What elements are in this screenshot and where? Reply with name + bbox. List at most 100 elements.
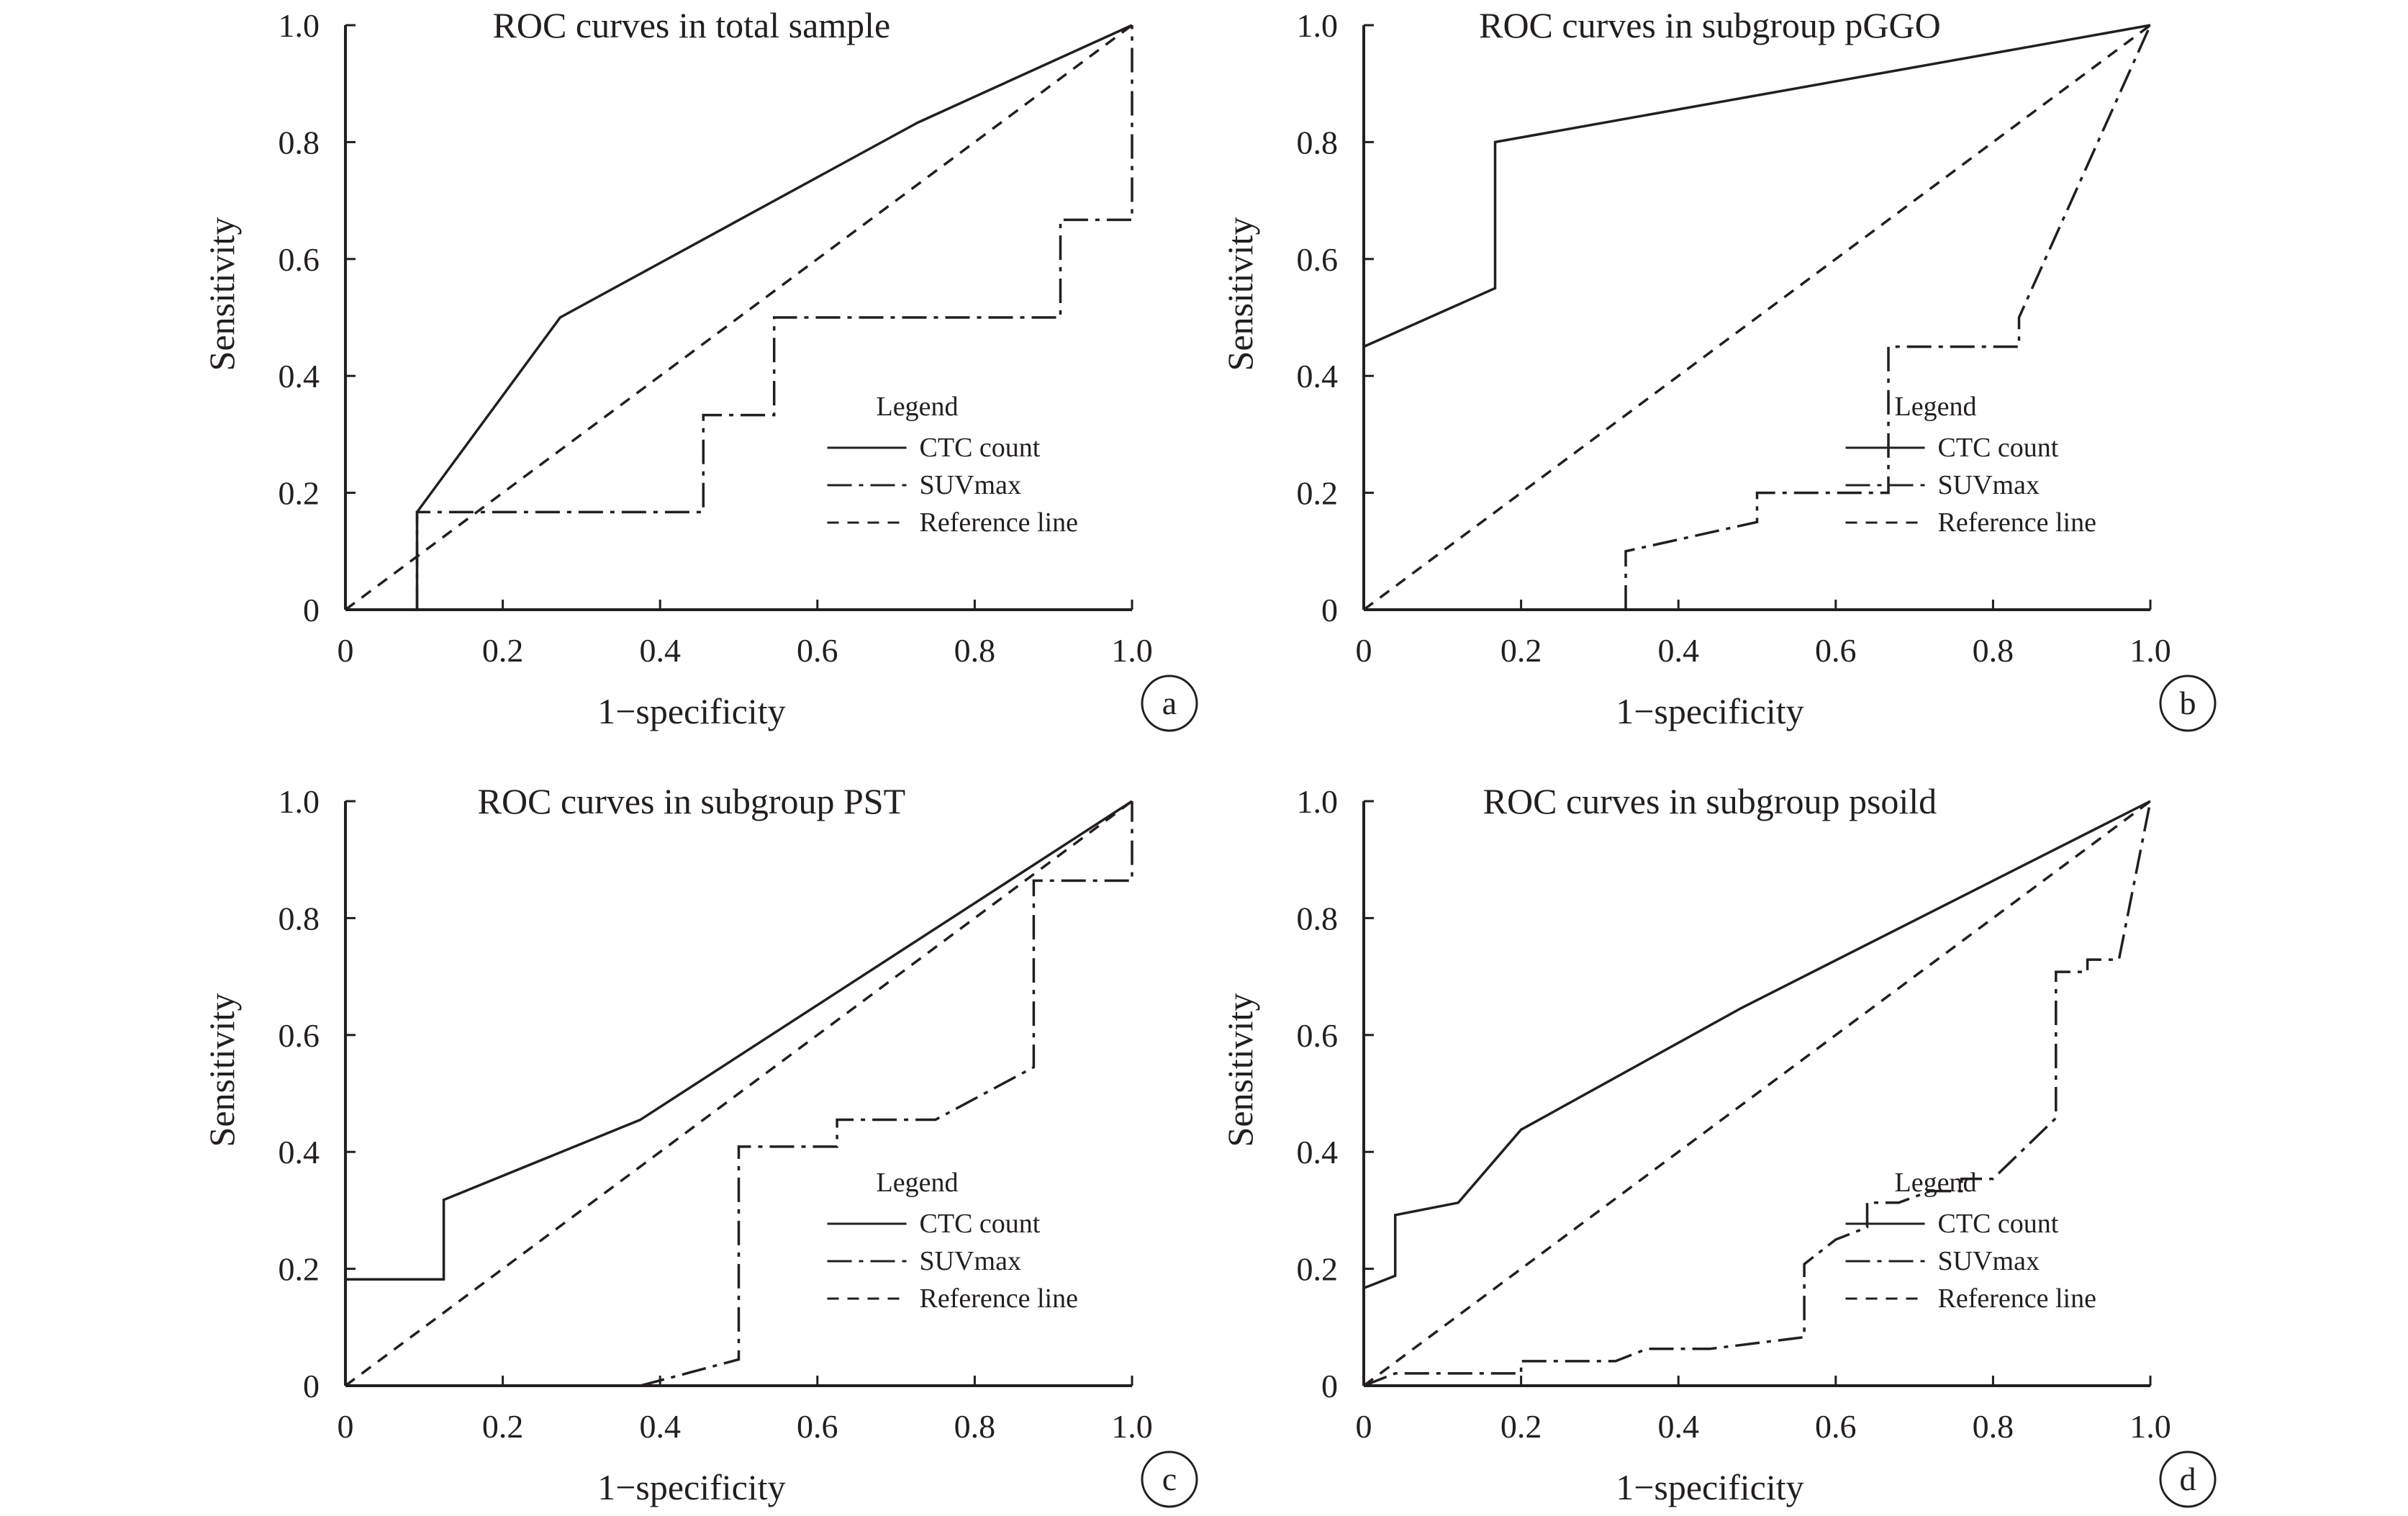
legend-label: Reference line bbox=[920, 507, 1078, 538]
x-axis-title: 1−specificity bbox=[597, 691, 785, 731]
y-tick-label: 0.4 bbox=[279, 1134, 320, 1170]
series-line-reference-line bbox=[1362, 800, 2152, 1387]
x-tick-label: 0.2 bbox=[482, 632, 524, 669]
panel-label: d bbox=[2180, 1461, 2196, 1497]
y-axis-title: Sensitivity bbox=[202, 217, 242, 371]
series-line-reference-line bbox=[344, 800, 1133, 1387]
panel-label-circle bbox=[1141, 674, 1198, 732]
x-tick-label: 0.2 bbox=[1501, 632, 1542, 669]
x-tick-label: 0.4 bbox=[1657, 632, 1699, 669]
x-tick-label: 1.0 bbox=[1111, 1408, 1153, 1445]
x-tick-label: 0.8 bbox=[954, 632, 996, 669]
y-tick-label: 0 bbox=[1321, 1368, 1338, 1404]
series-line-ctc-count bbox=[345, 800, 1133, 1281]
x-tick-label: 0 bbox=[1356, 632, 1372, 669]
legend-label: SUVmax bbox=[920, 470, 1021, 500]
y-tick-label: 0.8 bbox=[279, 124, 320, 161]
x-tick-label: 0 bbox=[338, 1408, 354, 1445]
roc-panel-a: 0 0.2 0.4 0.6 0.8 1.0 0 0.2 0.4 0.6 0.8 1.0 ROC curv… bbox=[202, 5, 1198, 732]
y-tick-label: 0.6 bbox=[279, 241, 320, 278]
x-tick-label: 0.4 bbox=[1657, 1408, 1699, 1445]
legend-label: CTC count bbox=[1938, 433, 2059, 463]
series-line-ctc-count bbox=[1363, 800, 2151, 1290]
x-tick-label: 0.6 bbox=[797, 632, 838, 669]
y-tick-label: 0.6 bbox=[1297, 241, 1339, 278]
roc-panel-d: 0 0.2 0.4 0.6 0.8 1.0 0 0.2 0.4 0.6 0.8 1.0 ROC curv… bbox=[1220, 781, 2217, 1508]
y-tick-label: 0.2 bbox=[279, 475, 320, 512]
y-tick-label: 0.6 bbox=[1297, 1017, 1339, 1054]
legend-title: Legend bbox=[1895, 392, 1977, 422]
y-tick-label: 0.8 bbox=[1297, 124, 1339, 161]
roc-panel-b: 0 0.2 0.4 0.6 0.8 1.0 0 0.2 0.4 0.6 0.8 1.0 ROC curv… bbox=[1220, 5, 2217, 732]
legend-label: SUVmax bbox=[920, 1246, 1021, 1276]
series-line-ctc-count bbox=[1363, 24, 2151, 348]
y-axis-title: Sensitivity bbox=[1220, 993, 1260, 1147]
series-line-suvmax bbox=[640, 801, 1133, 1387]
x-tick-label: 0 bbox=[338, 632, 354, 669]
legend: Legend CTC count SUVmax Reference line bbox=[827, 1168, 1078, 1314]
x-tick-label: 0.2 bbox=[482, 1408, 524, 1445]
y-tick-label: 0.4 bbox=[1297, 1134, 1339, 1170]
y-tick-label: 1.0 bbox=[1297, 7, 1339, 44]
chart-title: ROC curves in subgroup PST bbox=[478, 781, 905, 821]
y-tick-label: 0.4 bbox=[1297, 358, 1339, 394]
legend: Legend CTC count SUVmax Reference line bbox=[1845, 392, 2096, 538]
legend-label: SUVmax bbox=[1938, 470, 2040, 500]
legend-title: Legend bbox=[877, 392, 959, 422]
legend-label: SUVmax bbox=[1938, 1246, 2040, 1276]
legend: Legend CTC count SUVmax Reference line bbox=[827, 392, 1078, 538]
y-tick-label: 0.2 bbox=[279, 1251, 320, 1288]
x-tick-label: 0.4 bbox=[639, 1408, 681, 1445]
legend-label: Reference line bbox=[1938, 507, 2096, 538]
legend-label: Reference line bbox=[920, 1283, 1078, 1314]
y-tick-label: 1.0 bbox=[279, 7, 320, 44]
legend-label: CTC count bbox=[920, 1209, 1041, 1239]
y-tick-label: 0 bbox=[303, 592, 320, 628]
panel-label-circle bbox=[2159, 1450, 2217, 1508]
legend-title: Legend bbox=[1895, 1168, 1977, 1198]
panel-label: b bbox=[2180, 685, 2196, 721]
roc-panel-c: 0 0.2 0.4 0.6 0.8 1.0 0 0.2 0.4 0.6 0.8 1.0 ROC curv… bbox=[202, 781, 1198, 1508]
series-line-suvmax bbox=[415, 25, 1133, 610]
chart-title: ROC curves in total sample bbox=[493, 5, 891, 45]
series-line-reference-line bbox=[344, 24, 1133, 611]
y-tick-label: 0 bbox=[303, 1368, 320, 1404]
y-tick-label: 1.0 bbox=[279, 783, 320, 820]
series-line-reference-line bbox=[1362, 24, 2152, 611]
x-tick-label: 0.6 bbox=[797, 1408, 838, 1445]
y-tick-label: 0.4 bbox=[279, 358, 320, 394]
x-tick-label: 0.8 bbox=[1973, 1408, 2014, 1445]
y-tick-label: 0.8 bbox=[279, 900, 320, 937]
legend-label: CTC count bbox=[920, 433, 1041, 463]
x-tick-label: 0.8 bbox=[1973, 632, 2014, 669]
series-line-suvmax bbox=[1363, 800, 2152, 1387]
panel-label: a bbox=[1162, 685, 1177, 721]
x-tick-label: 1.0 bbox=[1111, 632, 1153, 669]
x-tick-label: 0.4 bbox=[639, 632, 681, 669]
panel-label: c bbox=[1162, 1461, 1177, 1497]
y-tick-label: 1.0 bbox=[1297, 783, 1339, 820]
panel-label-circle bbox=[1141, 1450, 1198, 1508]
x-tick-label: 0.6 bbox=[1815, 1408, 1857, 1445]
x-tick-label: 0.6 bbox=[1815, 632, 1857, 669]
x-tick-label: 0.8 bbox=[954, 1408, 996, 1445]
y-tick-label: 0.2 bbox=[1297, 1251, 1339, 1288]
chart-title: ROC curves in subgroup pGGO bbox=[1479, 5, 1941, 45]
y-tick-label: 0.2 bbox=[1297, 475, 1339, 512]
y-axis-title: Sensitivity bbox=[202, 993, 242, 1147]
legend-label: CTC count bbox=[1938, 1209, 2059, 1239]
x-tick-label: 0 bbox=[1356, 1408, 1372, 1445]
y-tick-label: 0.6 bbox=[279, 1017, 320, 1054]
y-tick-label: 0.8 bbox=[1297, 900, 1339, 937]
legend: Legend CTC count SUVmax Reference line bbox=[1845, 1168, 2096, 1314]
legend-title: Legend bbox=[877, 1168, 959, 1198]
series-line-suvmax bbox=[1624, 24, 2152, 610]
x-tick-label: 1.0 bbox=[2129, 632, 2171, 669]
x-axis-title: 1−specificity bbox=[1616, 1467, 1803, 1507]
x-tick-label: 0.2 bbox=[1501, 1408, 1542, 1445]
y-axis-title: Sensitivity bbox=[1220, 217, 1260, 371]
legend-label: Reference line bbox=[1938, 1283, 2096, 1314]
chart-title: ROC curves in subgroup psoild bbox=[1483, 781, 1937, 821]
y-tick-label: 0 bbox=[1321, 592, 1338, 628]
